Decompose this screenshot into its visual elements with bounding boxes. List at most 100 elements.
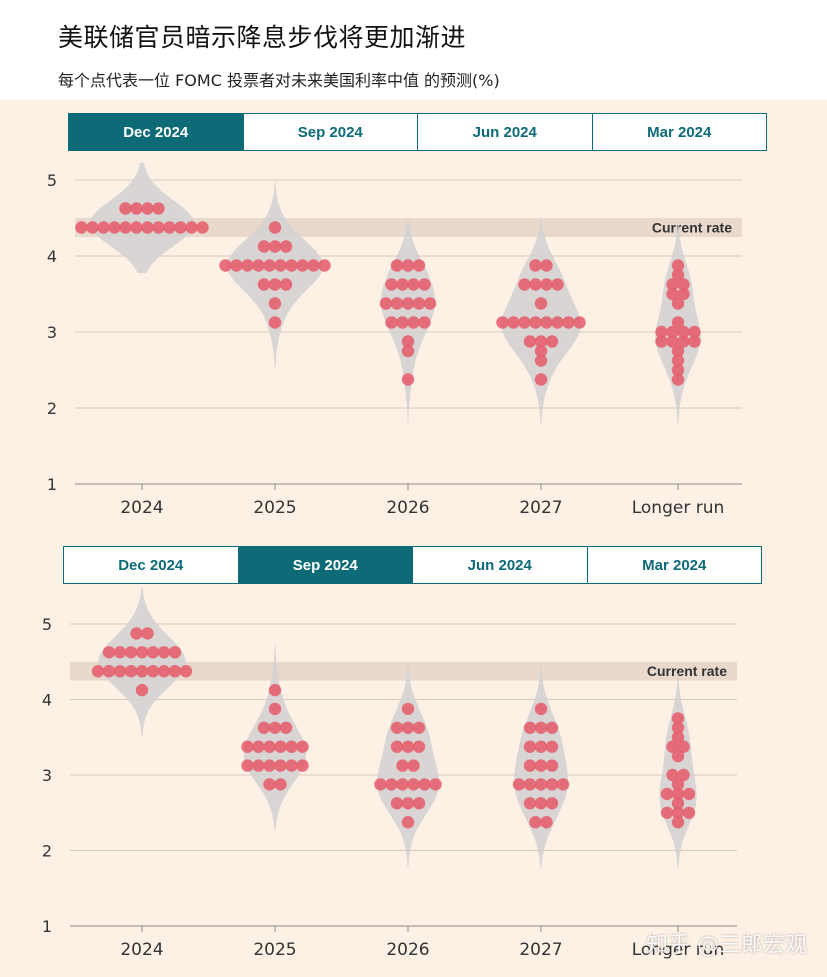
projection-dot <box>119 202 132 215</box>
projection-dot <box>163 221 176 234</box>
y-tick-label: 1 <box>42 917 52 936</box>
projection-dot <box>152 202 165 215</box>
projection-dot <box>671 806 685 819</box>
projection-dot <box>401 259 415 272</box>
projection-dot <box>534 721 548 734</box>
projection-dot <box>401 335 415 348</box>
projection-dot <box>168 665 182 678</box>
tab-mar-2024[interactable]: Mar 2024 <box>586 547 762 583</box>
y-tick-label: 4 <box>42 691 52 710</box>
projection-dot <box>666 278 679 291</box>
projection-dot <box>130 221 143 234</box>
x-tick-label: 2025 <box>253 940 296 960</box>
projection-dot <box>124 665 138 678</box>
projection-dot <box>174 221 187 234</box>
projection-dot <box>390 740 404 753</box>
projection-dot <box>523 740 537 753</box>
projection-dot <box>285 759 298 772</box>
projection-dot <box>534 797 548 810</box>
x-tick-label: Longer run <box>632 940 725 960</box>
projection-dot <box>534 297 548 310</box>
projection-dot <box>119 221 132 234</box>
projection-dot <box>671 721 685 734</box>
projection-dot <box>257 278 271 291</box>
projection-dot <box>412 259 426 272</box>
projection-dot <box>296 740 309 753</box>
projection-dot <box>113 646 127 659</box>
projection-dot <box>545 740 559 753</box>
projection-dot <box>671 778 685 791</box>
current-rate-label: Current rate <box>647 663 727 679</box>
projection-dot <box>379 297 393 310</box>
projection-dot <box>545 721 559 734</box>
watermark: 知乎 @三郎宏观 <box>646 933 807 958</box>
projection-dot <box>551 278 564 291</box>
projection-dot <box>677 768 690 782</box>
tab-jun-2024[interactable]: Jun 2024 <box>417 114 592 150</box>
projection-dot <box>529 316 542 329</box>
projection-dot <box>268 240 282 253</box>
projection-dot <box>130 202 143 215</box>
projection-dot <box>385 778 398 791</box>
y-tick-label: 5 <box>42 615 52 634</box>
projection-dot <box>263 778 276 791</box>
projection-dot <box>91 665 105 678</box>
projection-dot <box>523 797 537 810</box>
projection-dot <box>655 335 668 348</box>
projection-dot <box>268 278 282 291</box>
projection-dot <box>401 373 415 386</box>
projection-dot <box>412 721 426 734</box>
projection-dot <box>677 335 690 348</box>
projection-dot <box>671 749 685 763</box>
projection-dot <box>677 287 690 301</box>
projection-dot <box>534 778 548 791</box>
tab-jun-2024[interactable]: Jun 2024 <box>412 547 587 583</box>
projection-dot <box>518 278 531 291</box>
projection-dot <box>146 646 160 659</box>
projection-dot <box>86 221 99 234</box>
projection-dot <box>666 740 679 753</box>
projection-dot <box>671 316 685 329</box>
tab-dec-2024[interactable]: Dec 2024 <box>69 114 243 150</box>
projection-dot <box>152 221 165 234</box>
projection-dot <box>540 816 553 829</box>
x-tick-label: 2026 <box>386 498 429 518</box>
projection-dot <box>396 316 409 329</box>
projection-dot <box>540 316 553 329</box>
projection-dot <box>671 268 685 282</box>
projection-dot <box>682 806 696 819</box>
x-tick-label: 2024 <box>120 940 163 960</box>
tab-sep-2024[interactable]: Sep 2024 <box>237 547 412 583</box>
projection-dot <box>285 259 298 272</box>
projection-dot <box>307 259 320 272</box>
projection-dot <box>671 297 685 310</box>
projection-dot <box>671 797 685 810</box>
tab-mar-2024[interactable]: Mar 2024 <box>591 114 767 150</box>
projection-dot <box>523 335 537 348</box>
projection-dot <box>412 297 426 310</box>
projection-dot <box>529 816 542 829</box>
tab-bar-top: Dec 2024 Sep 2024 Jun 2024 Mar 2024 <box>68 113 767 151</box>
projection-dot <box>671 344 685 358</box>
tab-sep-2024[interactable]: Sep 2024 <box>242 114 418 150</box>
projection-dot <box>268 702 282 716</box>
projection-dot <box>660 806 674 819</box>
projection-dot <box>671 354 685 367</box>
projection-dot <box>241 759 254 772</box>
violin-shape <box>659 673 697 868</box>
y-tick-label: 5 <box>47 171 57 190</box>
tab-dec-2024[interactable]: Dec 2024 <box>118 556 184 574</box>
projection-dot <box>401 297 415 310</box>
projection-dot <box>540 259 553 272</box>
projection-dot <box>263 759 276 772</box>
projection-dot <box>157 665 171 678</box>
projection-dot <box>141 627 154 640</box>
projection-dot <box>390 259 404 272</box>
projection-dot <box>529 278 542 291</box>
projection-dot <box>135 683 149 697</box>
x-tick-label: 2027 <box>519 498 562 518</box>
x-tick-label: 2027 <box>519 940 562 960</box>
page-subtitle: 每个点代表一位 FOMC 投票者对未来美国利率中值 的预测(%) <box>58 71 500 90</box>
projection-dot <box>196 221 209 234</box>
projection-dot <box>671 731 685 744</box>
